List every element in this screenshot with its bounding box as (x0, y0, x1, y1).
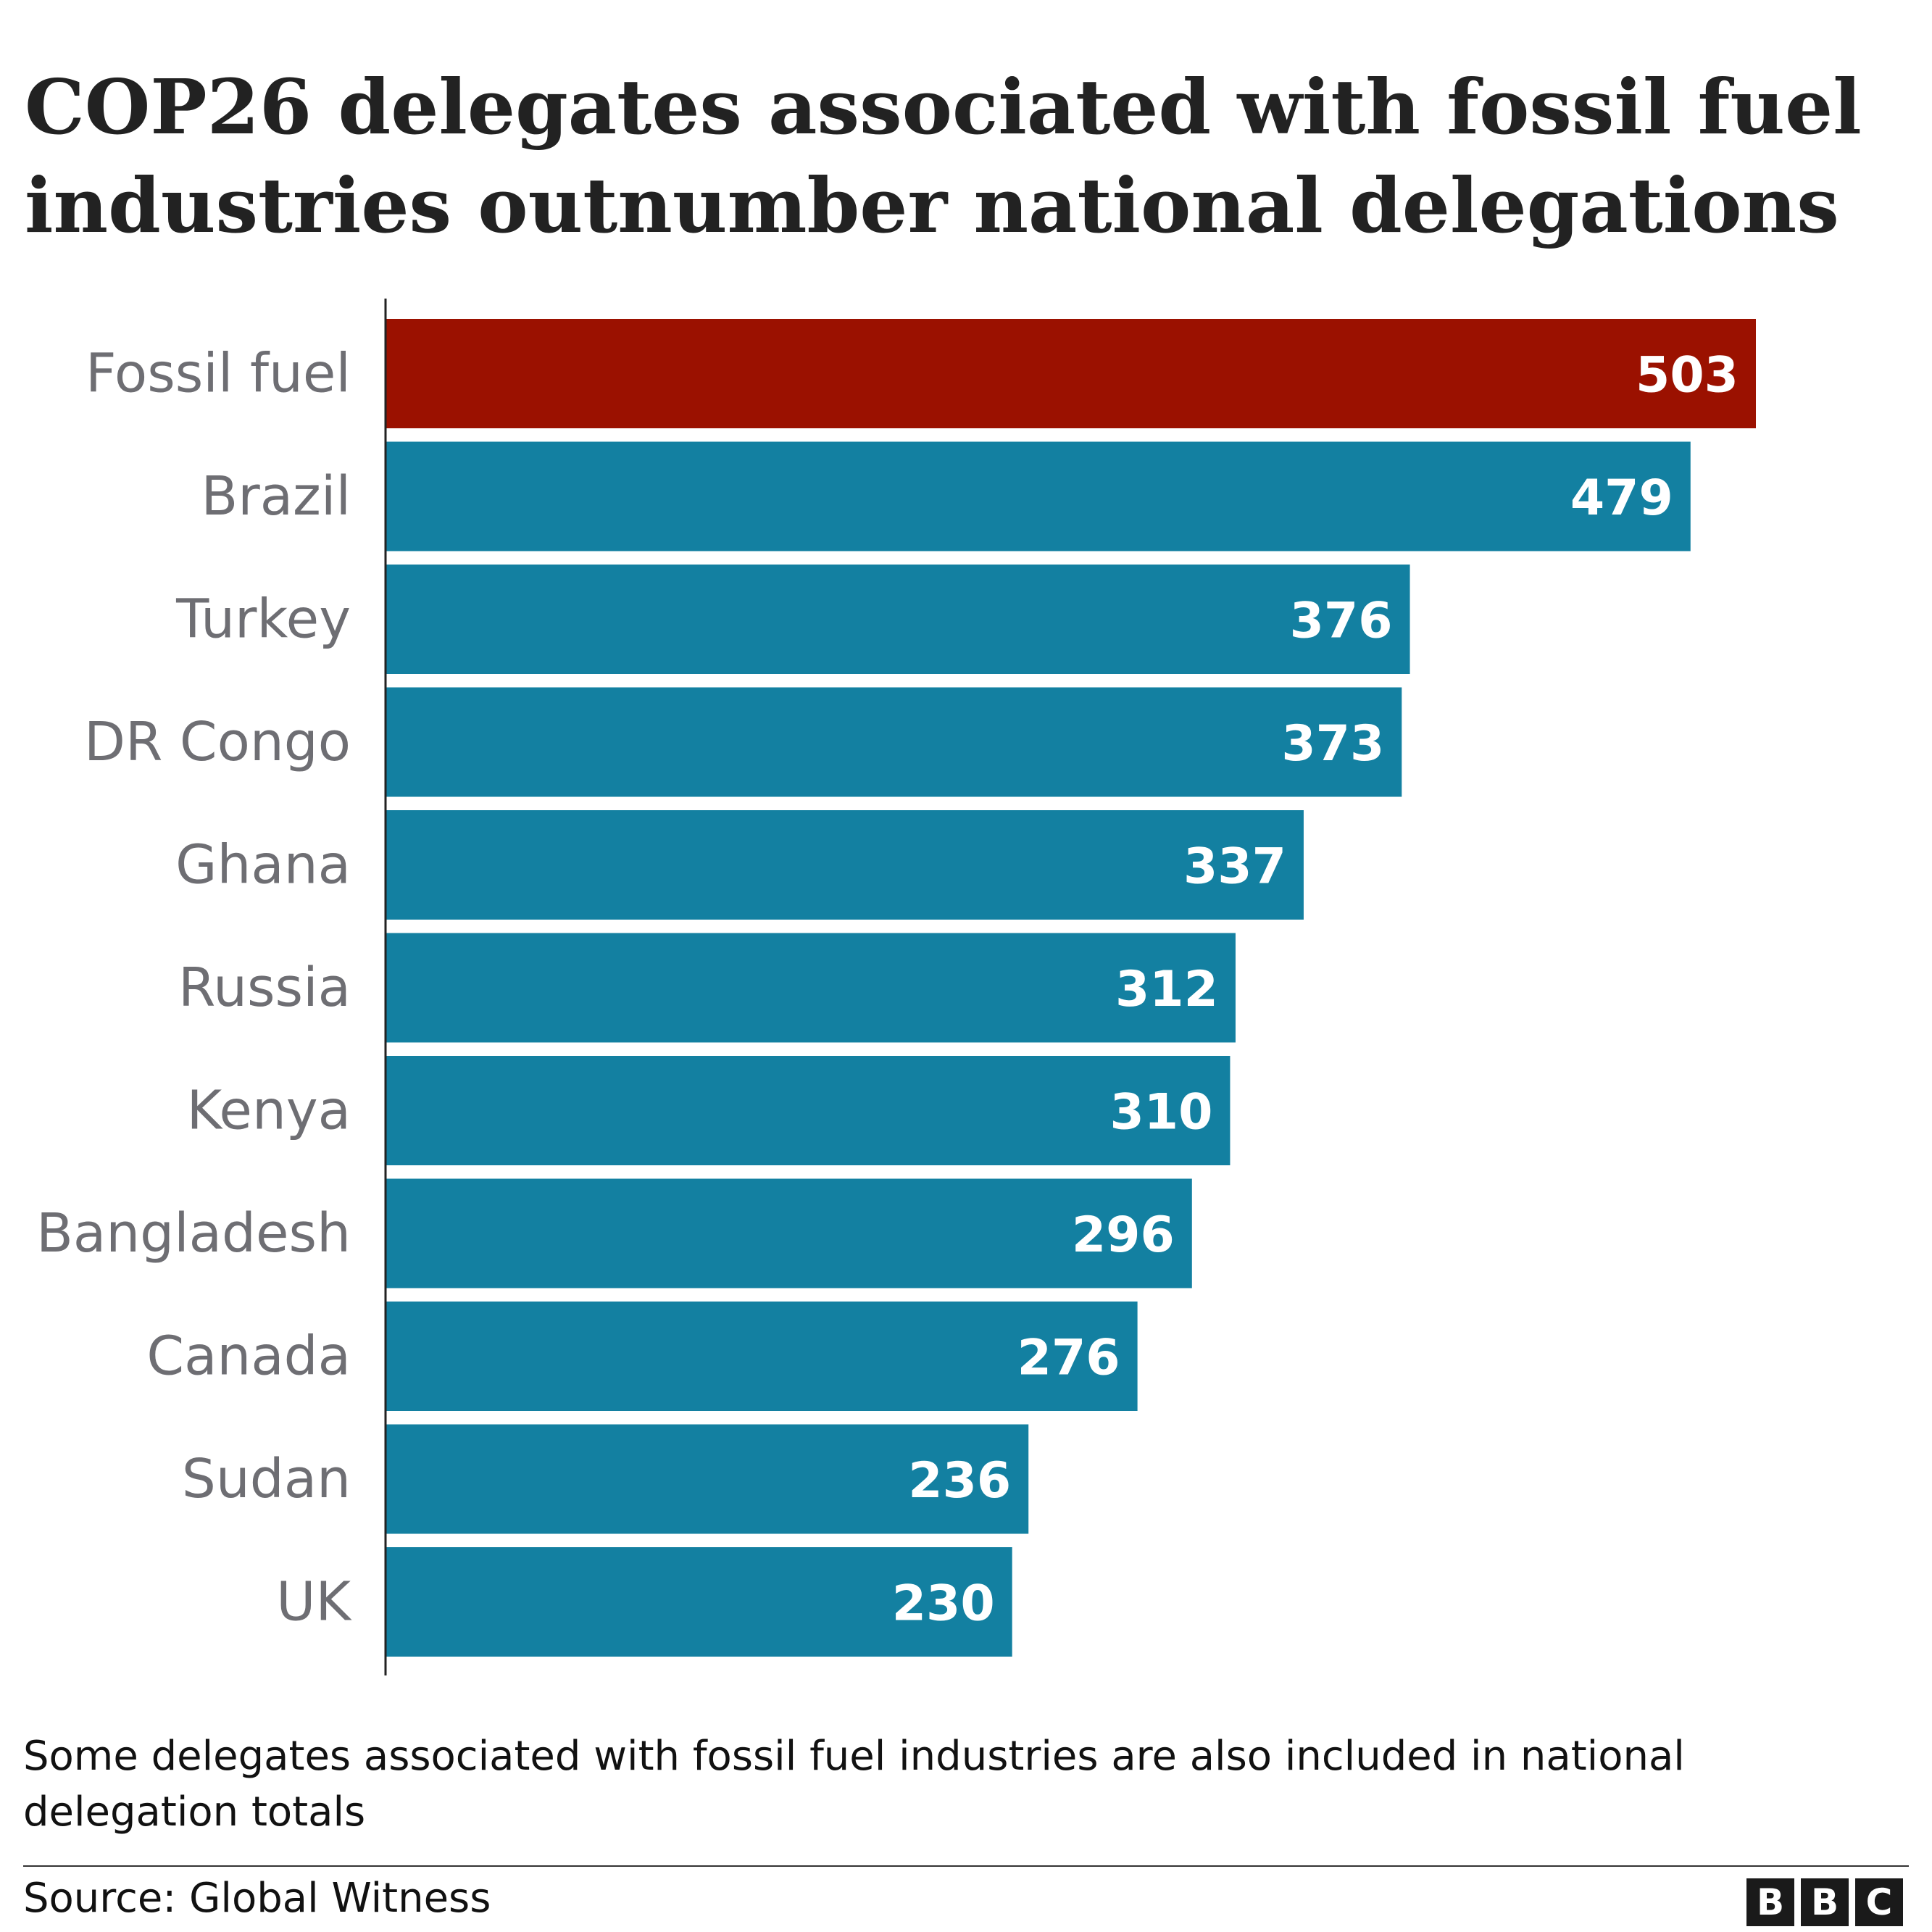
bar-chart: Fossil fuel 503 Brazil 479 Turkey 376 DR Congo… (36, 299, 1756, 1675)
value-label: 296 (1072, 1207, 1175, 1264)
bar (386, 565, 1410, 674)
category-label: Ghana (175, 834, 351, 896)
logo-letter-2: B (1801, 1878, 1849, 1926)
source-note: Source: Global Witness (23, 1875, 491, 1922)
bar (386, 933, 1236, 1043)
bar (386, 1178, 1192, 1288)
category-label: Fossil fuel (86, 343, 351, 405)
bbc-logo: B B C (1746, 1878, 1903, 1926)
bar (386, 687, 1402, 797)
category-label: Kenya (187, 1080, 351, 1142)
value-label: 312 (1115, 961, 1218, 1018)
footer-divider (23, 1865, 1909, 1867)
category-label: Bangladesh (36, 1202, 351, 1265)
category-label: DR Congo (84, 711, 351, 773)
category-label: Canada (146, 1325, 351, 1388)
bar (386, 810, 1304, 920)
value-label: 337 (1183, 838, 1286, 896)
category-label: Brazil (201, 465, 351, 528)
bar (386, 1547, 1012, 1657)
bar (386, 1056, 1231, 1165)
value-label: 503 (1636, 347, 1739, 404)
category-label: Sudan (182, 1448, 351, 1510)
value-label: 479 (1570, 470, 1673, 527)
bar (386, 441, 1691, 551)
value-label: 373 (1281, 715, 1384, 773)
bars-layer: Fossil fuel 503 Brazil 479 Turkey 376 DR Congo… (36, 319, 1756, 1657)
chart-title: COP26 delegates associated with fossil f… (25, 62, 1862, 250)
value-label: 276 (1017, 1330, 1120, 1387)
bar (386, 1302, 1138, 1411)
chart-footnote: Some delegates associated with fossil fu… (23, 1733, 1685, 1836)
category-label: Turkey (175, 588, 351, 651)
logo-letter-1: B (1746, 1878, 1794, 1926)
logo-letter-3: C (1855, 1878, 1903, 1926)
value-label: 376 (1290, 593, 1393, 650)
bar-highlight (386, 319, 1756, 428)
category-label: Russia (178, 957, 351, 1019)
value-label: 230 (892, 1575, 995, 1633)
category-label: UK (276, 1571, 352, 1633)
value-label: 236 (908, 1452, 1011, 1510)
value-label: 310 (1109, 1084, 1212, 1141)
bar (386, 1424, 1029, 1534)
